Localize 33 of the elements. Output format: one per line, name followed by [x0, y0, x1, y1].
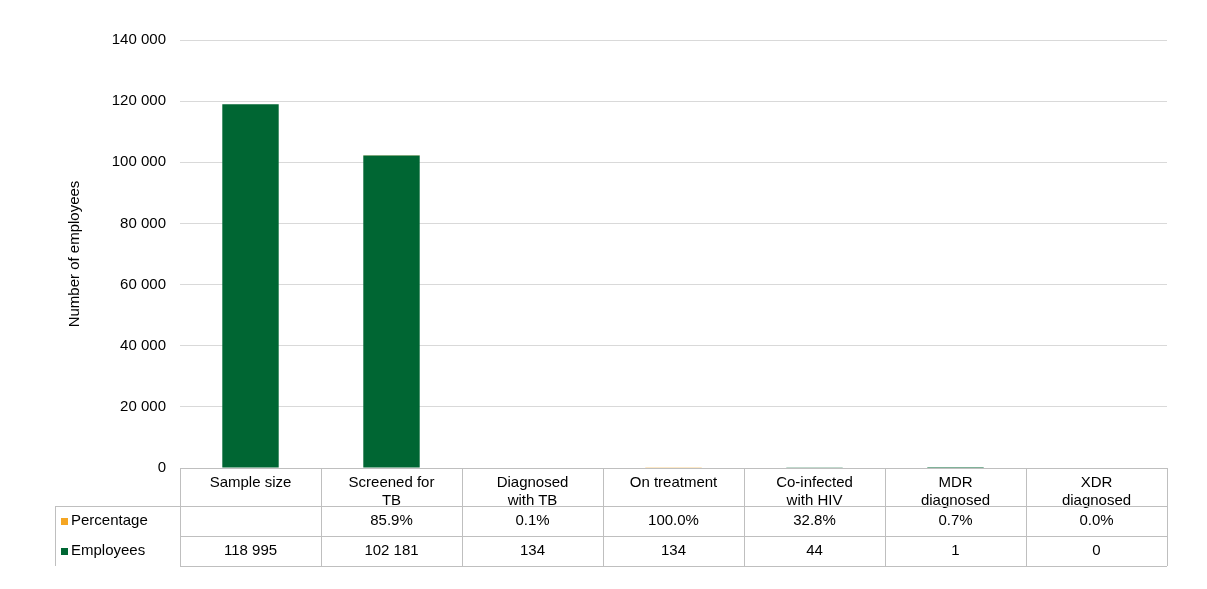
data-label: 0.7%: [938, 511, 973, 529]
legend-label: Percentage: [71, 511, 148, 529]
data-label: 0.0%: [1079, 511, 1114, 529]
data-label: 44: [806, 541, 823, 559]
y-tick-label: 120 000: [111, 91, 166, 109]
x-tick-label: XDR diagnosed: [1061, 473, 1132, 509]
y-tick-label: 0: [157, 458, 166, 476]
y-tick-label: 100 000: [111, 152, 166, 170]
legend-label: Employees: [71, 541, 146, 559]
y-tick-label: 60 000: [120, 274, 166, 292]
data-label: 0.1%: [515, 511, 550, 529]
data-label: 118 995: [223, 541, 278, 559]
data-label: 134: [519, 541, 546, 559]
x-tick-label: On treatment: [629, 473, 719, 491]
x-tick-label: Diagnosed with TB: [496, 473, 569, 509]
data-label: 102 181: [364, 541, 419, 559]
bar: [363, 155, 420, 468]
y-tick-label: 80 000: [120, 213, 166, 231]
x-tick-label: Sample size: [209, 473, 292, 491]
data-label: 100.0%: [648, 511, 699, 529]
data-label: 1: [951, 541, 960, 559]
x-tick-label: MDR diagnosed: [920, 473, 991, 509]
y-tick-label: 40 000: [120, 335, 166, 353]
data-label: 0: [1092, 541, 1101, 559]
y-tick-label: 140 000: [111, 30, 166, 48]
data-label: 85.9%: [370, 511, 413, 529]
data-label: 32.8%: [793, 511, 836, 529]
y-axis-title: Number of employees: [65, 180, 83, 328]
x-tick-label: Co-infected with HIV: [776, 473, 853, 509]
bar: [222, 104, 279, 468]
y-tick-label: 20 000: [120, 397, 166, 414]
data-label: 134: [660, 541, 687, 559]
x-tick-label: Screened for TB: [348, 473, 435, 509]
